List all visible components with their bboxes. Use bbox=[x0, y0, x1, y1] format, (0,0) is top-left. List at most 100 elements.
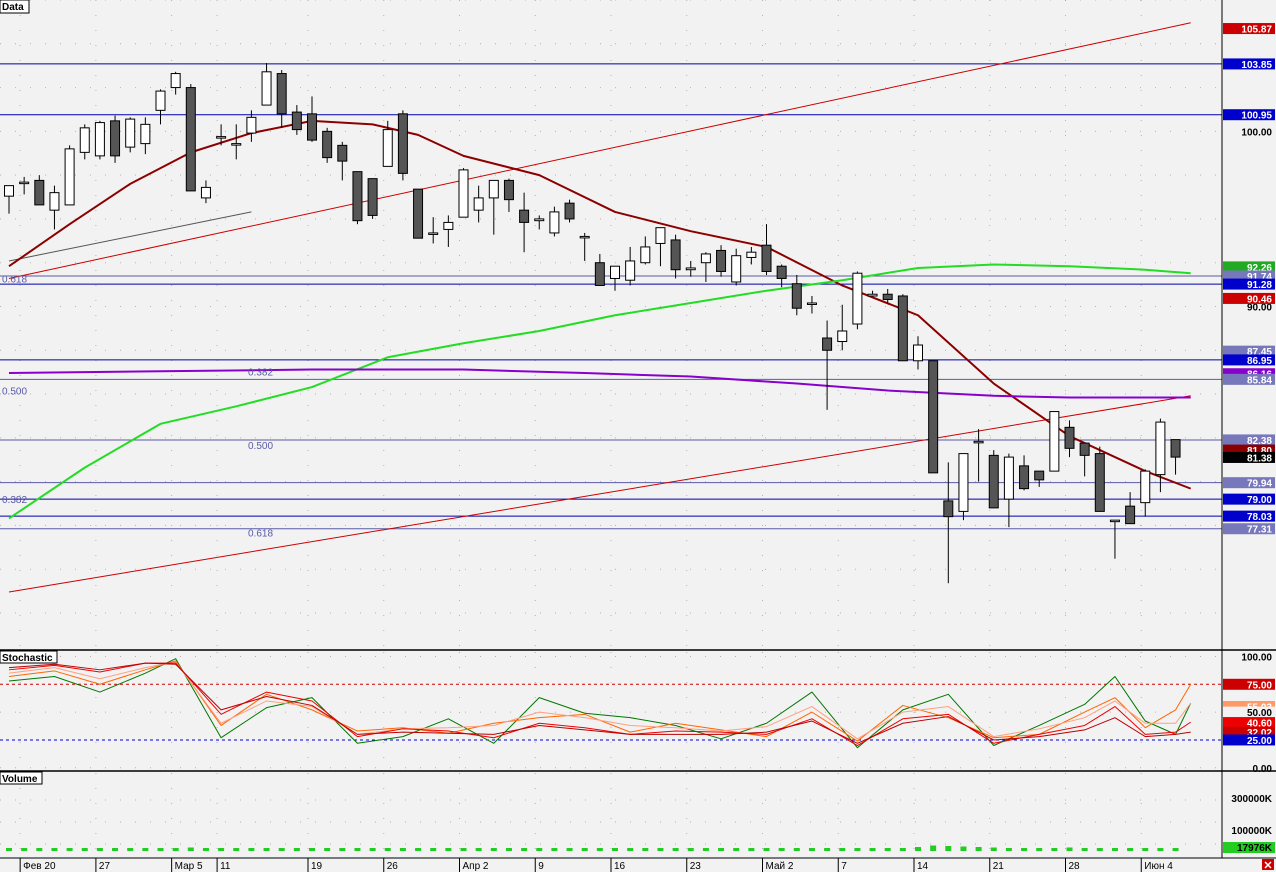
candle-up bbox=[1049, 411, 1060, 472]
stochastic-label-box bbox=[1223, 717, 1275, 729]
candle-up bbox=[534, 218, 545, 222]
candle-up bbox=[1109, 519, 1120, 523]
volume-bar bbox=[1036, 848, 1043, 851]
price-label: 87.45 bbox=[1247, 347, 1272, 358]
candle-up bbox=[973, 440, 984, 444]
volume-bar bbox=[81, 848, 88, 851]
candle-down bbox=[1019, 465, 1030, 490]
price-label-box bbox=[1223, 477, 1275, 489]
candle-down bbox=[307, 113, 317, 141]
candle-up bbox=[49, 192, 60, 211]
price-grid bbox=[0, 0, 1222, 648]
candle-up bbox=[170, 73, 181, 89]
price-label: 92.26 bbox=[1247, 263, 1272, 274]
price-label-box bbox=[1223, 292, 1275, 304]
price-label: 82.38 bbox=[1247, 436, 1272, 447]
candle-up bbox=[852, 272, 863, 325]
candle-up bbox=[19, 181, 30, 185]
candle-up bbox=[261, 71, 272, 106]
time-tick-label: 23 bbox=[690, 861, 702, 872]
fib-label: 0.382 bbox=[248, 367, 273, 378]
volume-bar bbox=[1096, 848, 1103, 851]
volume-bar bbox=[233, 848, 240, 851]
volume-bar bbox=[702, 848, 709, 851]
price-label: 91.28 bbox=[1247, 280, 1272, 291]
candle-up bbox=[610, 265, 620, 279]
volume-bar bbox=[945, 846, 952, 851]
volume-bar bbox=[157, 848, 164, 851]
volume-bar bbox=[384, 848, 391, 851]
volume-bar bbox=[339, 848, 346, 851]
volume-panel: 300000K 100000K 17976K bbox=[0, 773, 1275, 857]
volume-bar bbox=[930, 845, 937, 851]
price-label: 79.00 bbox=[1247, 495, 1272, 506]
volume-bar bbox=[899, 848, 906, 851]
price-tick-label: 90.00 bbox=[1247, 302, 1272, 313]
fib-label: 0.382 bbox=[2, 495, 27, 506]
volume-panel-title: Volume bbox=[2, 774, 38, 785]
candle-up bbox=[382, 129, 393, 167]
volume-bar bbox=[202, 848, 209, 851]
price-label-box bbox=[1223, 510, 1275, 522]
candle-down bbox=[337, 144, 348, 162]
volume-bar bbox=[975, 847, 982, 851]
volume-bar bbox=[581, 848, 588, 851]
price-label-box bbox=[1223, 261, 1275, 273]
fib-label: 0.500 bbox=[248, 441, 273, 452]
candle-up bbox=[200, 186, 211, 199]
time-axis: Фев 20 27 Мар 5 11 19 26 Апр 2 9 16 23 Май 2 7 14 21 2… bbox=[19, 858, 1173, 872]
stochastic-panel-title: Stochastic bbox=[2, 653, 53, 664]
volume-bar bbox=[687, 848, 694, 851]
volume-bar bbox=[612, 848, 618, 851]
candle-up bbox=[837, 330, 848, 343]
stochastic-label-box bbox=[1223, 706, 1275, 718]
volume-bar bbox=[748, 848, 755, 851]
time-tick-label: 14 bbox=[917, 861, 929, 872]
candles bbox=[4, 63, 1181, 584]
candle-up bbox=[579, 235, 590, 239]
volume-bar bbox=[354, 848, 361, 851]
price-label: 86.95 bbox=[1247, 356, 1272, 367]
candle-up bbox=[155, 90, 166, 111]
volume-bar bbox=[51, 848, 58, 851]
time-tick-label: 16 bbox=[614, 861, 626, 872]
volume-bars bbox=[6, 845, 1179, 851]
stochastic-tick-label: 0.00 bbox=[1253, 764, 1273, 775]
candle-up bbox=[549, 211, 560, 234]
time-tick-label: 7 bbox=[841, 861, 847, 872]
candle-up bbox=[443, 221, 454, 230]
volume-title-box bbox=[0, 771, 43, 785]
candle-up bbox=[473, 197, 484, 211]
candle-down bbox=[791, 283, 802, 309]
volume-bar bbox=[824, 848, 831, 851]
price-panel: 0.618 0.382 0.500 0.500 0.382 0.618 100.00 90.… bbox=[0, 0, 1275, 648]
time-tick-label: Июн 4 bbox=[1144, 861, 1173, 872]
stochastic-line bbox=[8, 661, 1192, 740]
volume-bar bbox=[36, 848, 43, 851]
volume-bar bbox=[278, 848, 285, 851]
time-tick-label: 28 bbox=[1069, 861, 1081, 872]
price-label: 81.38 bbox=[1247, 453, 1272, 464]
price-label: 100.95 bbox=[1241, 111, 1272, 122]
volume-bar bbox=[475, 848, 482, 851]
trendline bbox=[8, 22, 1191, 279]
volume-bar bbox=[187, 847, 194, 851]
trendline bbox=[8, 395, 1191, 593]
volume-bar bbox=[248, 848, 255, 851]
close-icon[interactable] bbox=[1262, 859, 1274, 870]
volume-bar bbox=[21, 848, 28, 851]
candle-up bbox=[655, 227, 666, 244]
time-tick-label: Фев 20 bbox=[23, 861, 56, 872]
candle-down bbox=[413, 188, 424, 239]
stochastic-label: 50.00 bbox=[1247, 708, 1272, 719]
price-label-box bbox=[1223, 345, 1275, 357]
stochastic-line bbox=[8, 662, 1191, 744]
fib-label: 0.500 bbox=[2, 387, 27, 398]
candle-up bbox=[94, 122, 105, 157]
stochastic-label-box bbox=[1223, 734, 1275, 746]
volume-bar bbox=[657, 848, 664, 851]
price-label-box bbox=[1223, 109, 1275, 121]
candle-down bbox=[1170, 439, 1181, 458]
volume-bar bbox=[445, 848, 452, 851]
